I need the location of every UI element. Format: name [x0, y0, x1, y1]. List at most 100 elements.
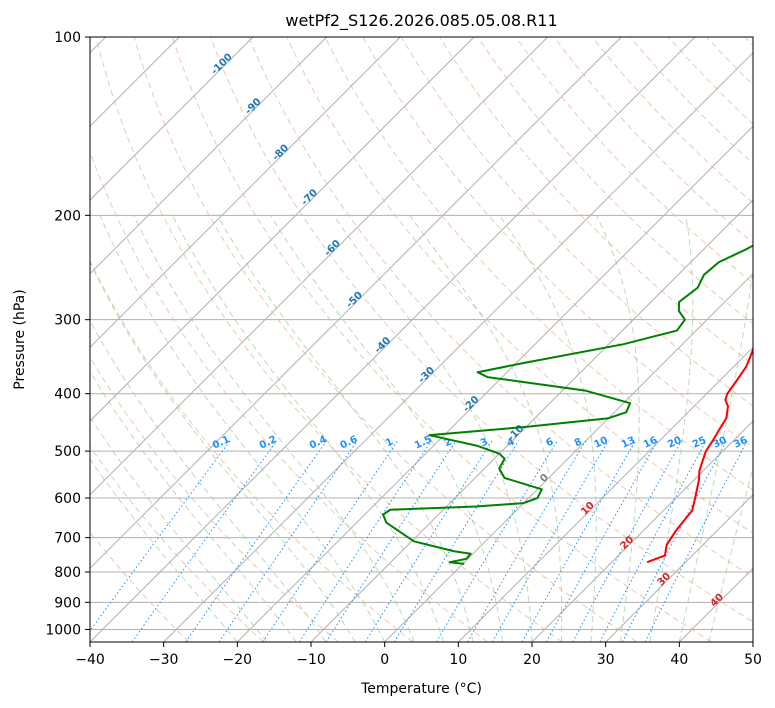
y-tick-label: 1000 — [45, 622, 81, 638]
moist-adiabat-line — [678, 265, 753, 642]
y-tick-label: 600 — [54, 491, 81, 507]
y-axis-label: Pressure (hPa) — [12, 289, 28, 389]
x-tick-label: 40 — [670, 652, 688, 668]
y-tick-label: 400 — [54, 387, 81, 403]
chart-title: wetPf2_S126.2026.085.05.08.R11 — [285, 11, 557, 31]
y-tick-label: 800 — [54, 565, 81, 581]
moist-adiabat-line — [99, 215, 386, 642]
x-tick-label: 0 — [380, 652, 389, 668]
temperature-profile-line — [646, 346, 753, 564]
dry-adiabat-line — [324, 37, 753, 491]
dry-adiabat-line — [515, 37, 753, 284]
isotherm-line — [90, 37, 549, 496]
y-tick-label: 100 — [54, 30, 81, 46]
dry-adiabat-lines — [90, 37, 753, 642]
moist-adiabat-line — [333, 215, 533, 642]
mixing-ratio-line — [644, 440, 748, 642]
profile-series — [382, 244, 753, 565]
moist-adiabat-line — [409, 215, 563, 642]
x-axis-label: Temperature (°C) — [360, 681, 482, 697]
dry-adiabat-line — [171, 37, 712, 642]
isotherm-line — [90, 37, 254, 201]
x-tick-label: −40 — [75, 652, 105, 668]
moist-adiabat-line — [90, 458, 238, 642]
mixing-ratio-line — [545, 440, 659, 642]
isotherm-line — [605, 493, 753, 642]
mixing-ratio-line — [262, 440, 399, 642]
x-axis-ticks: −40 −30 −20 −10 0 10 20 30 40 50 — [75, 642, 762, 668]
x-tick-label: −20 — [223, 652, 253, 668]
mixing-ratio-line — [435, 440, 558, 642]
mixing-ratio-label: 13 — [620, 435, 637, 451]
mixing-ratio-label: 8 — [573, 436, 584, 449]
dry-adiabat-line — [90, 356, 339, 642]
isotherm-lines — [90, 37, 753, 642]
x-tick-label: −10 — [296, 652, 326, 668]
mixing-ratio-label: 2 — [443, 436, 454, 449]
mixing-ratio-line — [90, 440, 231, 632]
isotherm-line — [90, 37, 622, 570]
isobar-lines — [90, 37, 753, 630]
mixing-ratio-line — [521, 440, 637, 642]
y-tick-label: 700 — [54, 531, 81, 547]
isotherm-line — [90, 37, 401, 349]
y-axis-ticks: 100 200 300 400 500 600 700 800 900 1000 — [45, 30, 90, 638]
moist-adiabat-line — [90, 319, 327, 642]
isotherm-line — [90, 37, 475, 422]
mixing-ratio-line — [325, 440, 457, 642]
mixing-ratio-label: 25 — [691, 435, 708, 451]
mixing-ratio-line — [393, 440, 520, 642]
mixing-ratio-line — [131, 440, 278, 642]
isotherm-line — [90, 37, 696, 642]
mixing-ratio-label: 20 — [666, 435, 683, 451]
dry-adiabat-line — [248, 37, 753, 578]
mixing-ratio-label: 4 — [506, 436, 517, 449]
dry-adiabat-line — [90, 259, 414, 642]
mixing-ratio-line — [218, 440, 358, 642]
isotherm-line — [531, 420, 753, 642]
dry-adiabat-line — [90, 445, 264, 642]
mixing-ratio-line — [185, 440, 328, 642]
y-tick-label: 300 — [54, 313, 81, 329]
mixing-ratio-label: 1 — [384, 436, 395, 449]
x-tick-label: 20 — [523, 652, 541, 668]
moist-adiabat-line — [270, 215, 504, 642]
mixing-ratio-label: 6 — [544, 436, 555, 449]
mixing-ratio-lines — [90, 440, 748, 642]
dry-adiabat-line — [286, 37, 753, 534]
isotherm-line — [90, 37, 328, 275]
x-tick-label: −30 — [149, 652, 179, 668]
isotherm-line — [457, 346, 753, 642]
moist-adiabat-line — [596, 215, 640, 642]
mixing-ratio-line — [572, 440, 683, 642]
mixing-ratio-line — [467, 440, 587, 642]
x-tick-label: 10 — [449, 652, 467, 668]
moist-adiabat-line — [90, 370, 297, 642]
dry-adiabat-line — [210, 37, 753, 623]
y-tick-label: 200 — [54, 208, 81, 224]
isotherm-line — [163, 51, 753, 642]
mixing-ratio-label: 3 — [479, 436, 490, 449]
dewpoint-profile-line — [382, 244, 753, 565]
mixing-ratio-label: 16 — [642, 435, 659, 451]
isotherm-line — [236, 125, 753, 642]
y-tick-label: 500 — [54, 444, 81, 460]
moist-adiabat-line — [133, 215, 415, 642]
moist-adiabat-line — [90, 416, 268, 642]
dry-adiabat-line — [95, 37, 563, 642]
moist-adiabat-line — [649, 215, 694, 642]
x-tick-label: 30 — [597, 652, 615, 668]
mixing-ratio-line — [298, 440, 432, 642]
plot-frame — [89, 36, 754, 643]
mixing-ratio-label: 36 — [732, 435, 749, 451]
moist-adiabat-line — [172, 215, 445, 642]
dry-adiabat-line — [133, 37, 638, 642]
mixing-ratio-label: 10 — [592, 435, 609, 451]
y-tick-label: 900 — [54, 595, 81, 611]
x-tick-label: 50 — [744, 652, 762, 668]
mixing-ratio-label: 30 — [711, 435, 728, 451]
isotherm-line — [384, 272, 753, 642]
moist-adiabat-line — [90, 260, 356, 642]
